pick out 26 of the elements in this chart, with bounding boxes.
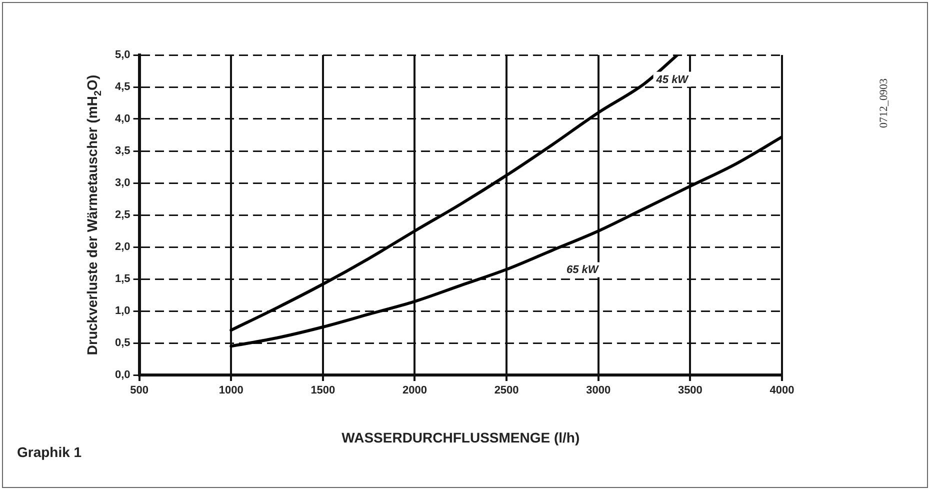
y-tick-label: 0,5 [114,337,130,350]
line-series [230,135,782,348]
y-tick-label: 1,0 [114,305,130,318]
series-label: 65 kW [566,264,600,276]
y-tick-label: 1,5 [114,273,130,286]
x-tick-label: 1500 [310,384,336,397]
x-tick-label: 3500 [678,384,702,397]
y-axis-title: Druckverluste der Wärmetauscher (mH2O) [84,74,104,356]
x-tick-label: 500 [130,384,148,397]
text: Graphik 1 [17,444,82,460]
x-tick-label: 1000 [218,384,244,397]
y-tick-label: 4,5 [114,81,130,94]
y-tick-label: 2,5 [114,209,130,222]
x-tick-label: 4000 [770,384,794,397]
y-tick-label: 3,0 [114,177,130,190]
x-tick-label: 2500 [494,384,519,397]
x-axis-title: WASSERDURCHFLUSSMENGE (l/h) [342,429,580,446]
text: 0712_0903 [878,78,890,128]
series-label: 45 kW [655,74,690,86]
y-tick-label: 0,0 [114,369,130,382]
x-tick-label: 3000 [586,384,611,397]
y-tick-label: 3,5 [114,145,130,158]
y-tick-label: 4,0 [114,113,130,126]
x-tick-label: 2000 [402,384,427,397]
y-tick-label: 2,0 [114,241,130,254]
y-tick-label: 5,0 [114,49,130,62]
